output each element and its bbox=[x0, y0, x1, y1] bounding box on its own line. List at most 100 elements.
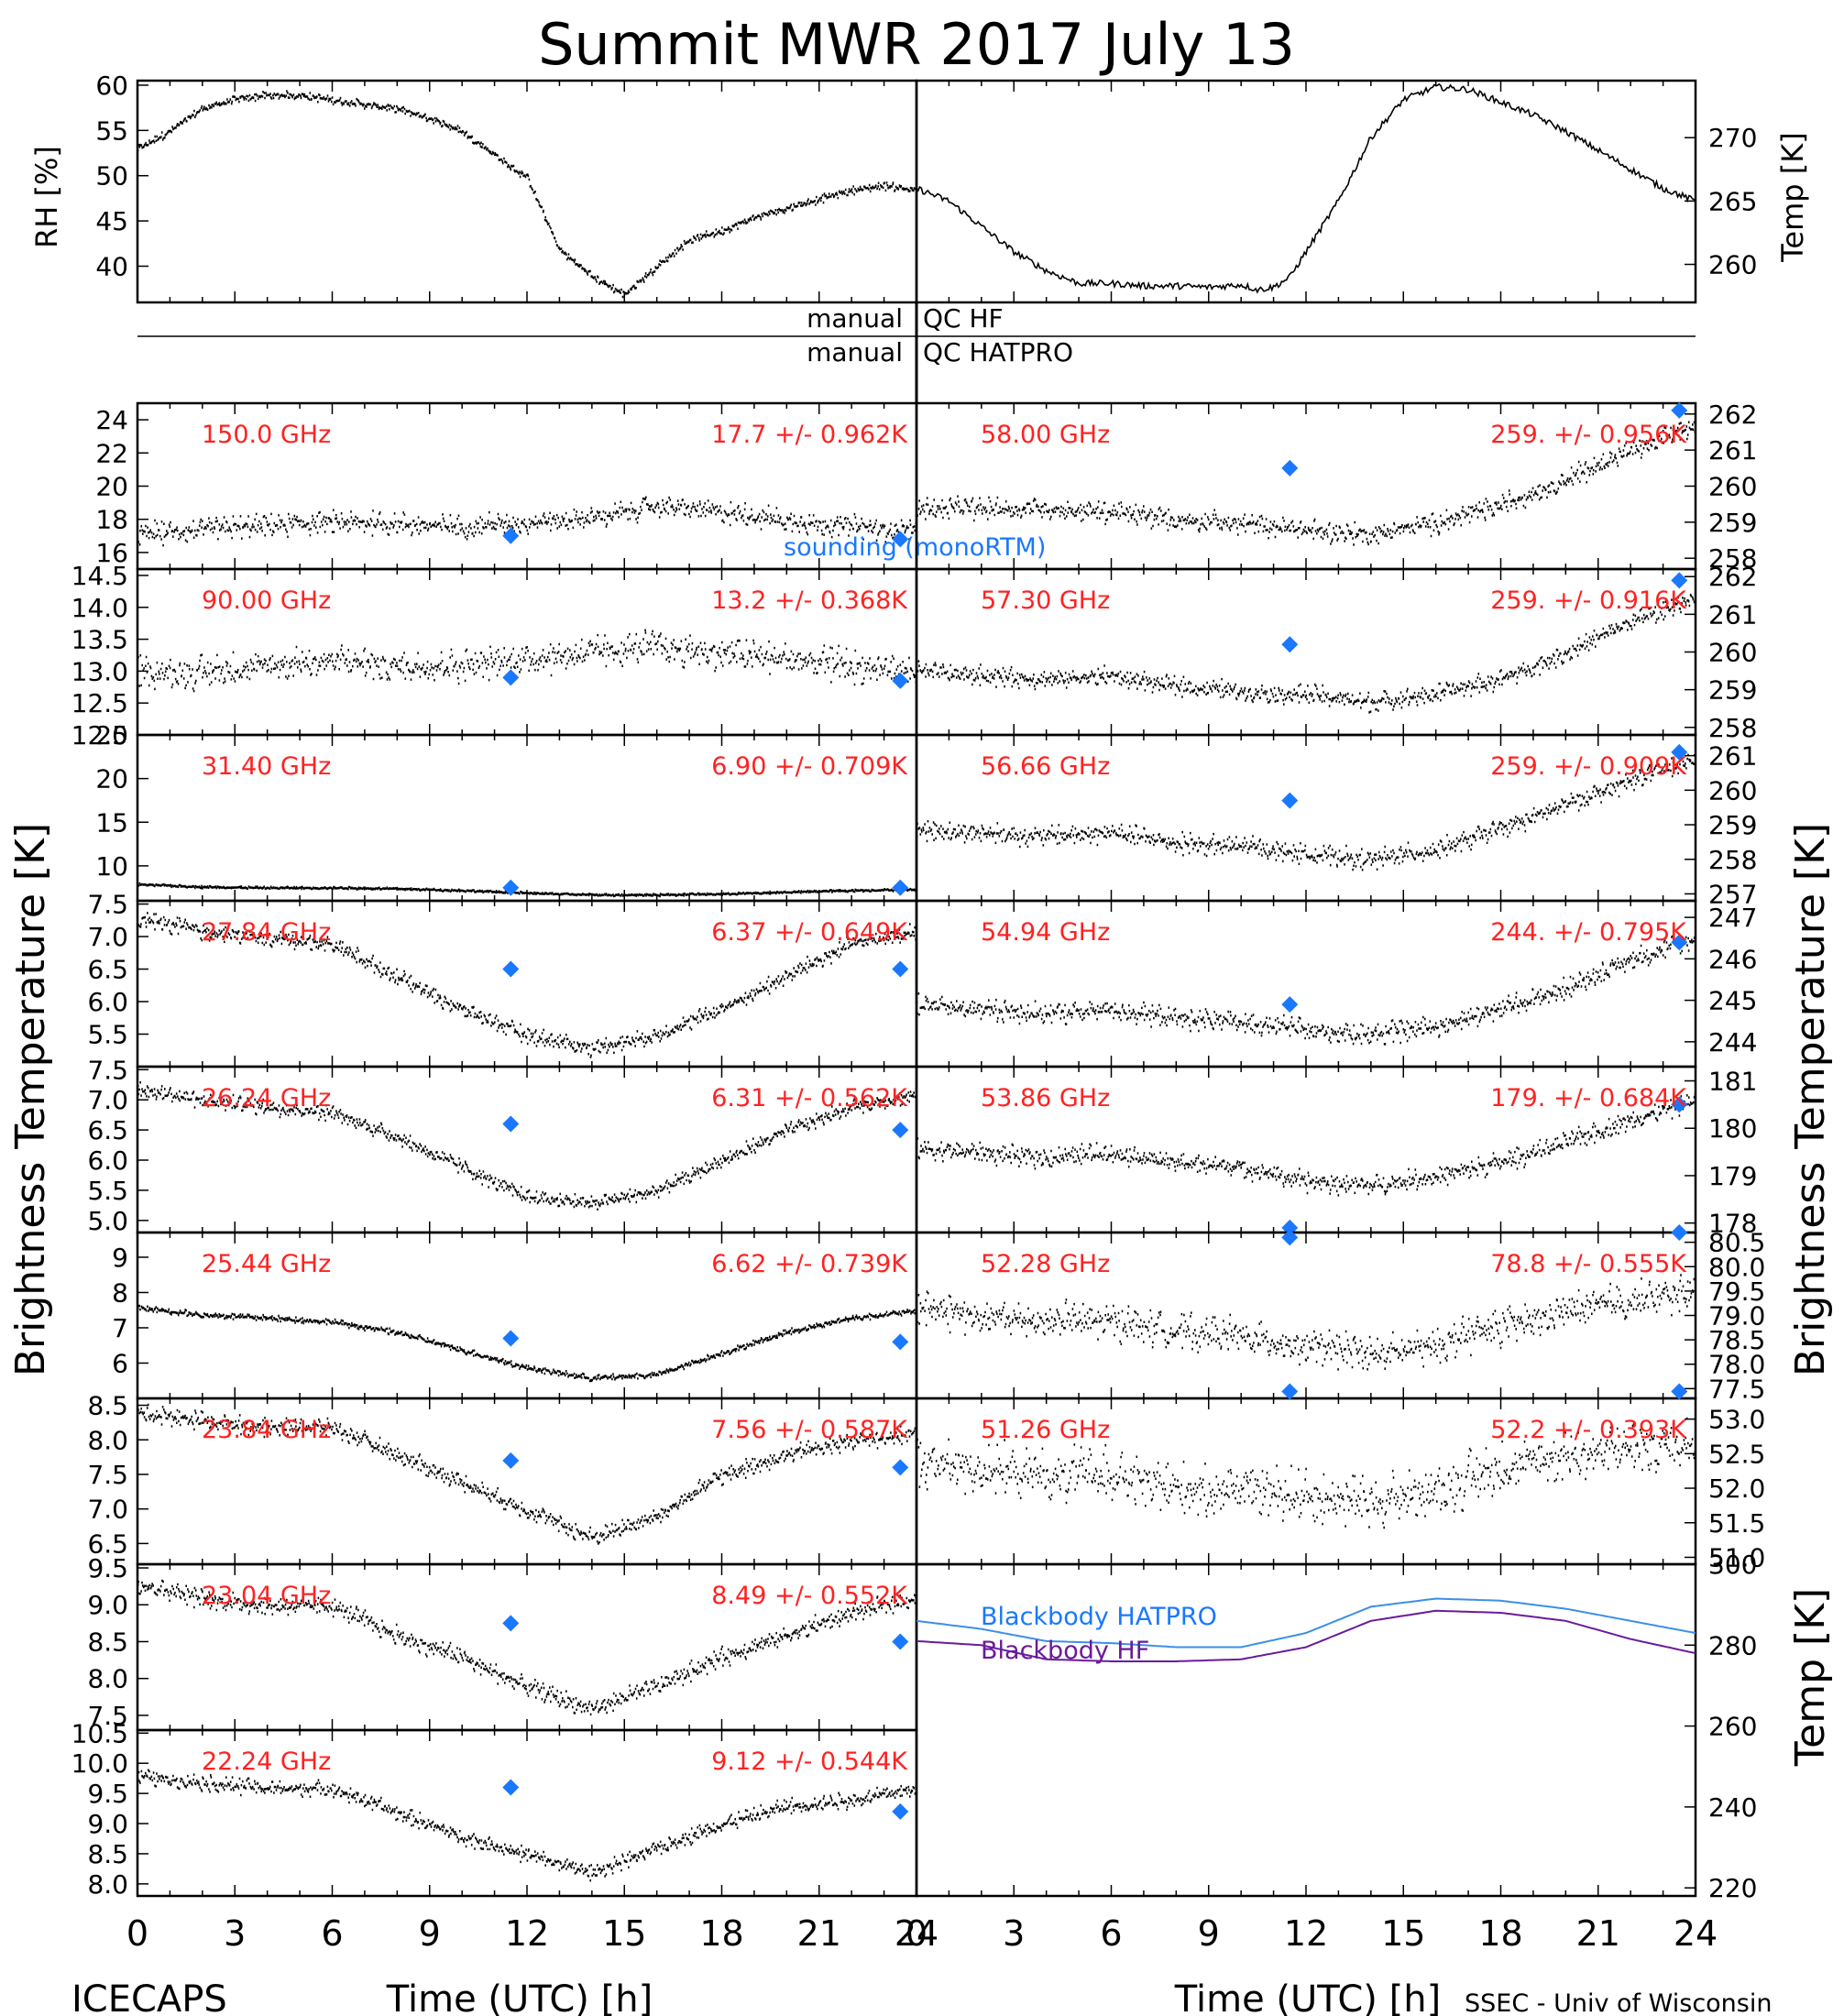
y-tick-label: 178 bbox=[1708, 1209, 1757, 1239]
channel-label: 25.44 GHz bbox=[202, 1250, 331, 1278]
qc-hatpro-right-label: QC HATPRO bbox=[923, 337, 1073, 367]
sounding-marker bbox=[502, 1330, 520, 1347]
y-tick-label: 14.0 bbox=[71, 593, 128, 623]
sounding-marker bbox=[1281, 996, 1299, 1013]
y-tick-label: 7.5 bbox=[87, 890, 128, 920]
sounding-marker bbox=[1281, 1383, 1299, 1400]
series-ch90 bbox=[137, 629, 916, 693]
series-ch58 bbox=[916, 421, 1696, 546]
y-tick-label: 14.5 bbox=[71, 561, 128, 591]
y-tick-label: 244 bbox=[1708, 1027, 1757, 1057]
panel-ch58: 258 259 260 261 262 58.00 GHz 259. +/- 0.956K bbox=[915, 400, 1757, 574]
y-tick-label: 259 bbox=[1708, 810, 1757, 840]
y-tick-label: 50 bbox=[95, 161, 128, 192]
series-points bbox=[916, 421, 1696, 546]
y-tick-label: 7.5 bbox=[87, 1055, 128, 1085]
time-tick-label: 24 bbox=[895, 1913, 938, 1954]
channel-label: 27.84 GHz bbox=[202, 918, 331, 947]
y-tick-label: 246 bbox=[1708, 944, 1757, 974]
y-tick-label: 261 bbox=[1708, 741, 1757, 772]
y-tick-label: 6 bbox=[112, 1348, 128, 1378]
y-tick-label: 12.0 bbox=[71, 720, 128, 751]
y-tick-label: 270 bbox=[1708, 123, 1757, 153]
y-tick-label: 6.0 bbox=[87, 987, 128, 1017]
qc-hatpro-left-label: manual bbox=[807, 337, 903, 367]
y-tick-label: 51.0 bbox=[1708, 1542, 1765, 1572]
y-tick-label: 7 bbox=[112, 1313, 128, 1343]
series-ch150 bbox=[137, 496, 916, 547]
channel-stats: 259. +/- 0.916K bbox=[1490, 586, 1687, 615]
series-points bbox=[137, 496, 916, 547]
channel-stats: 8.49 +/- 0.552K bbox=[711, 1582, 908, 1610]
legend-blackbody-hf: Blackbody HF bbox=[981, 1637, 1149, 1665]
y-tick-label: 80.0 bbox=[1708, 1252, 1765, 1282]
sounding-marker bbox=[502, 669, 520, 686]
channel-stats: 259. +/- 0.956K bbox=[1490, 421, 1687, 449]
y-tick-label: 261 bbox=[1708, 435, 1757, 466]
time-tick-label: 15 bbox=[1381, 1913, 1425, 1954]
y-tick-label: 52.0 bbox=[1708, 1474, 1765, 1504]
series-ch26 bbox=[137, 1081, 916, 1211]
series-ch54 bbox=[916, 935, 1696, 1046]
y-tick-label: 7.5 bbox=[87, 1460, 128, 1490]
series-points bbox=[916, 593, 1696, 714]
time-tick-label: 0 bbox=[906, 1913, 927, 1954]
y-tick-label: 259 bbox=[1708, 508, 1757, 538]
y-tick-label: 9.0 bbox=[87, 1809, 128, 1839]
series-ch25 bbox=[137, 1304, 916, 1383]
legend-blackbody-hatpro: Blackbody HATPRO bbox=[981, 1603, 1217, 1631]
sounding-marker bbox=[1671, 1383, 1688, 1400]
panel-ch26: 5.05.56.06.57.07.5 26.24 GHz 6.31 +/- 0.56… bbox=[87, 1055, 918, 1236]
series-line bbox=[916, 1609, 1696, 1662]
y-tick-label: 9.5 bbox=[87, 1779, 128, 1809]
sounding-marker bbox=[502, 960, 520, 978]
bt-axis-label-right: Brightness Temperature [K] bbox=[1787, 823, 1833, 1376]
y-tick-label: 22 bbox=[95, 438, 128, 468]
y-tick-label: 6.5 bbox=[87, 1115, 128, 1145]
time-tick-label: 12 bbox=[505, 1913, 549, 1954]
channel-stats: 6.90 +/- 0.709K bbox=[711, 752, 908, 781]
y-tick-label: 60 bbox=[95, 71, 128, 101]
time-tick-label: 3 bbox=[224, 1913, 246, 1954]
panel-frame bbox=[915, 79, 1697, 304]
y-tick-label: 300 bbox=[1708, 1550, 1757, 1580]
y-tick-label: 280 bbox=[1708, 1630, 1757, 1660]
y-tick-label: 7.0 bbox=[87, 922, 128, 952]
y-tick-label: 79.5 bbox=[1708, 1276, 1765, 1307]
bb-temp-axis-label: Temp [K] bbox=[1787, 1588, 1833, 1767]
time-axis-label-left: Time (UTC) [h] bbox=[386, 1978, 653, 2016]
panel-ch23_04: 7.5 8.0 8.5 9.0 9.5 23.04 GHz 8.49 +/- 0.552K bbox=[87, 1553, 918, 1732]
y-tick-label: 5.5 bbox=[87, 1020, 128, 1050]
channel-label: 23.84 GHz bbox=[202, 1416, 331, 1444]
y-tick-label: 55 bbox=[95, 115, 128, 146]
sounding-marker bbox=[502, 1115, 520, 1133]
series-points bbox=[137, 90, 916, 299]
time-tick-label: 9 bbox=[419, 1913, 441, 1954]
y-tick-label: 52.5 bbox=[1708, 1439, 1765, 1469]
time-tick-label: 21 bbox=[797, 1913, 841, 1954]
series-points bbox=[916, 1274, 1696, 1371]
time-tick-label: 18 bbox=[699, 1913, 743, 1954]
y-tick-label: 79.0 bbox=[1708, 1301, 1765, 1331]
y-tick-label: 15 bbox=[95, 807, 128, 838]
y-tick-label: 262 bbox=[1708, 562, 1757, 592]
y-tick-label: 262 bbox=[1708, 400, 1757, 430]
y-tick-label: 18 bbox=[95, 505, 128, 535]
y-tick-label: 8.0 bbox=[87, 1664, 128, 1694]
y-tick-label: 6.5 bbox=[87, 1528, 128, 1559]
series-points bbox=[137, 882, 916, 898]
channel-label: 57.30 GHz bbox=[981, 586, 1110, 615]
channel-label: 23.04 GHz bbox=[202, 1582, 331, 1610]
y-tick-label: 20 bbox=[95, 764, 128, 794]
bt-axis-label-left: Brightness Temperature [K] bbox=[7, 823, 54, 1376]
y-tick-label: 9.5 bbox=[87, 1553, 128, 1583]
channel-stats: 9.12 +/- 0.544K bbox=[711, 1748, 908, 1776]
channel-label: 51.26 GHz bbox=[981, 1416, 1110, 1444]
series-line bbox=[916, 82, 1696, 294]
sounding-marker bbox=[502, 1452, 520, 1469]
channel-stats: 6.62 +/- 0.739K bbox=[711, 1250, 908, 1278]
panel-ch22: 8.08.59.09.510.010.5 22.24 GHz 9.12 +/- 0.… bbox=[71, 1718, 918, 1900]
qc-hf-right-label: QC HF bbox=[923, 303, 1004, 334]
y-tick-label: 9 bbox=[112, 1243, 128, 1273]
time-tick-label: 18 bbox=[1478, 1913, 1522, 1954]
